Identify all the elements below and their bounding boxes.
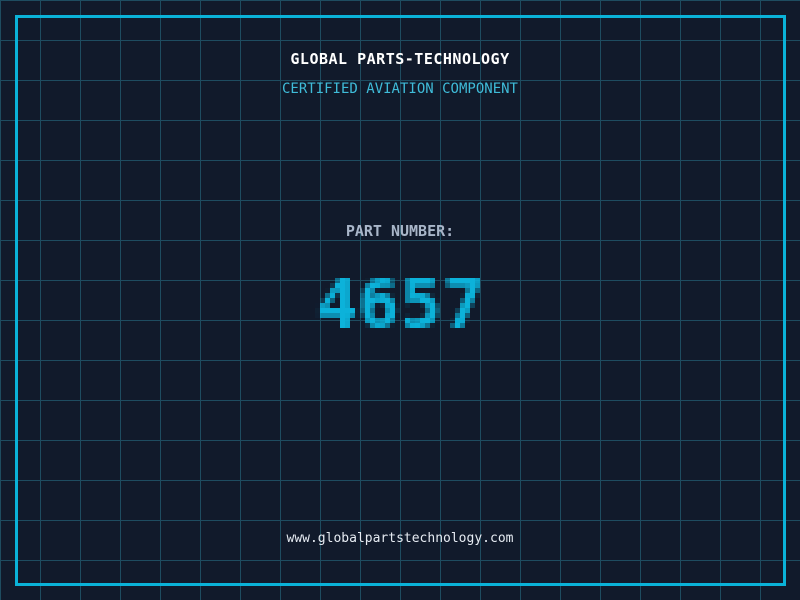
company-title: GLOBAL PARTS-TECHNOLOGY	[290, 50, 510, 68]
part-number-display	[290, 263, 510, 343]
certification-subtitle: CERTIFIED AVIATION COMPONENT	[281, 81, 518, 97]
part-number-label: PART NUMBER:	[345, 222, 455, 240]
website-url: www.globalpartstechnology.com	[286, 531, 514, 546]
part-number-value: 4657	[0, 0, 1, 1]
